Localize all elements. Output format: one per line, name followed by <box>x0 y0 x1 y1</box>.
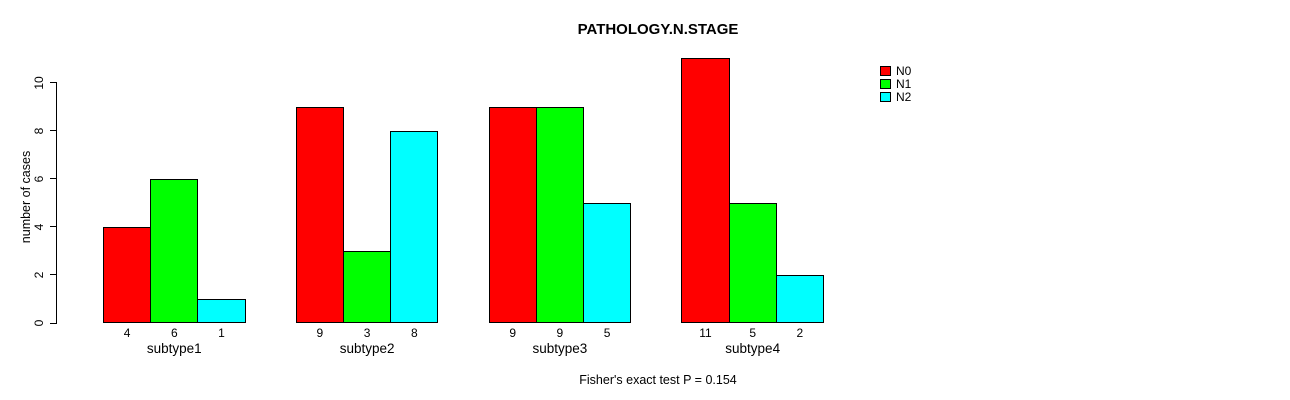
y-tick-mark <box>50 130 57 132</box>
legend-label: N1 <box>896 77 912 91</box>
bar-value-label: 9 <box>316 326 324 340</box>
y-tick-mark <box>50 178 57 180</box>
bar-value-label: 9 <box>556 326 564 340</box>
bar-value-label: 9 <box>509 326 517 340</box>
legend-swatch-n0 <box>880 66 891 76</box>
y-tick-mark <box>50 82 57 83</box>
x-category-label: subtype2 <box>339 341 395 356</box>
bar-n0-subtype1 <box>103 226 152 323</box>
legend-item-n2: N2 <box>880 90 912 104</box>
chart-title: PATHOLOGY.N.STAGE <box>577 21 739 38</box>
legend: N0 N1 N2 <box>880 64 912 104</box>
x-category-label: subtype1 <box>146 341 202 356</box>
bar-n1-subtype2 <box>343 250 392 323</box>
legend-item-n0: N0 <box>880 64 912 78</box>
legend-swatch-n1 <box>880 79 891 89</box>
bar-value-label: 11 <box>699 326 712 340</box>
bar-n2-subtype2 <box>390 130 439 323</box>
bar-n1-subtype1 <box>150 178 199 323</box>
y-tick-label: 6 <box>32 175 46 183</box>
bar-value-label: 2 <box>796 326 804 340</box>
legend-item-n1: N1 <box>880 77 912 91</box>
bar-n0-subtype2 <box>295 106 344 323</box>
y-tick-label: 4 <box>32 223 46 231</box>
bar-value-label: 8 <box>410 326 418 340</box>
y-axis-label: number of cases <box>19 150 33 244</box>
y-tick-label: 10 <box>32 75 46 90</box>
bar-value-label: 4 <box>123 326 131 340</box>
y-tick-label: 0 <box>32 319 46 327</box>
y-tick-mark <box>50 226 57 228</box>
bar-value-label: 1 <box>218 326 225 340</box>
bar-value-label: 3 <box>363 326 371 340</box>
x-category-label: subtype4 <box>725 341 781 356</box>
legend-swatch-n2 <box>880 92 891 102</box>
y-tick-label: 2 <box>32 271 46 279</box>
bar-n1-subtype3 <box>535 106 584 323</box>
legend-label: N2 <box>896 90 912 104</box>
bar-n2-subtype1 <box>197 298 246 323</box>
y-tick-mark <box>50 274 57 276</box>
y-tick-label: 8 <box>32 127 46 134</box>
bar-n1-subtype4 <box>728 202 777 323</box>
bar-value-label: 6 <box>170 326 178 340</box>
bar-n2-subtype4 <box>775 274 824 323</box>
bar-value-label: 5 <box>749 326 757 340</box>
bar-value-label: 5 <box>603 326 611 340</box>
bar-n0-subtype3 <box>488 106 537 323</box>
y-axis-line <box>56 82 57 324</box>
bar-n0-subtype4 <box>681 58 730 323</box>
legend-label: N0 <box>896 64 912 78</box>
annotation-text: Fisher's exact test P = 0.154 <box>579 373 737 387</box>
y-tick-mark <box>50 322 57 324</box>
bar-n2-subtype3 <box>583 202 632 323</box>
x-category-label: subtype3 <box>532 341 588 356</box>
